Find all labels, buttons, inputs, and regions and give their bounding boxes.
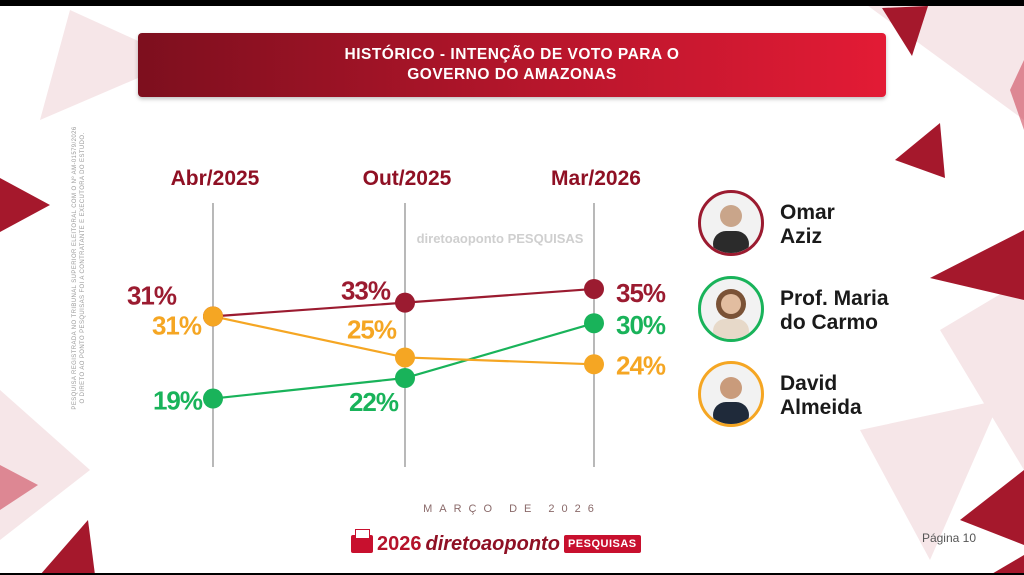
candidate-name: Prof. Maria do Carmo [780,287,910,335]
x-tick-label: Abr/2025 [171,167,260,190]
data-point [395,292,415,313]
top-frame [0,0,1024,6]
survey-month: MARÇO DE 2026 [423,503,601,515]
brand-name: diretoaoponto [425,532,560,555]
data-point [584,313,604,334]
candidate-name-line-2: Almeida [780,396,862,419]
page-number: Página 10 [921,531,976,545]
legend-candidate-david-almeida: David Almeida [698,361,898,431]
brand-year: 2026 [377,532,422,555]
person-photo-icon [698,276,764,342]
person-silhouette-icon [713,377,749,424]
brand-tag: PESQUISAS [563,535,641,553]
candidate-name-line-2: do Carmo [780,311,879,334]
person-silhouette-icon [713,205,749,253]
data-label: 35% [616,278,666,308]
brand-logo: 2026 diretoaoponto PESQUISAS [351,529,641,557]
data-label: 24% [616,350,666,380]
candidate-name-line-2: Aziz [780,225,822,248]
data-label: 31% [152,310,202,340]
data-label: 31% [127,280,177,310]
data-label: 25% [347,314,397,344]
data-point [395,368,415,388]
data-label: 19% [153,386,203,416]
person-photo-icon [698,361,764,427]
data-point [203,388,223,409]
legend-candidate-omar-aziz: Omar Aziz [698,190,898,260]
data-point [584,278,604,299]
bottom-frame [0,573,1024,575]
x-tick-label: Mar/2026 [551,167,641,190]
person-silhouette-icon [713,289,749,339]
data-label: 33% [341,276,391,306]
title-line-1: HISTÓRICO - INTENÇÃO DE VOTO PARA O [344,46,680,63]
x-tick-label: Out/2025 [363,167,452,190]
candidate-name-line-1: David [780,372,838,395]
person-photo-icon [698,190,764,256]
candidate-name: Omar Aziz [780,201,910,249]
data-point [395,347,415,368]
data-point [584,354,604,375]
title-line-2: GOVERNO DO AMAZONAS [407,66,617,83]
ballot-box-icon [351,529,373,553]
data-label: 22% [349,387,399,417]
candidate-name: David Almeida [780,372,910,420]
watermark: diretoaoponto PESQUISAS [417,231,584,246]
candidate-name-line-1: Prof. Maria [780,287,889,310]
data-label: 30% [616,310,666,340]
title-banner: HISTÓRICO - INTENÇÃO DE VOTO PARA O GOVE… [138,33,886,97]
candidate-name-line-1: Omar [780,201,835,224]
data-point [203,306,223,327]
legend-candidate-maria-do-carmo: Prof. Maria do Carmo [698,276,898,346]
